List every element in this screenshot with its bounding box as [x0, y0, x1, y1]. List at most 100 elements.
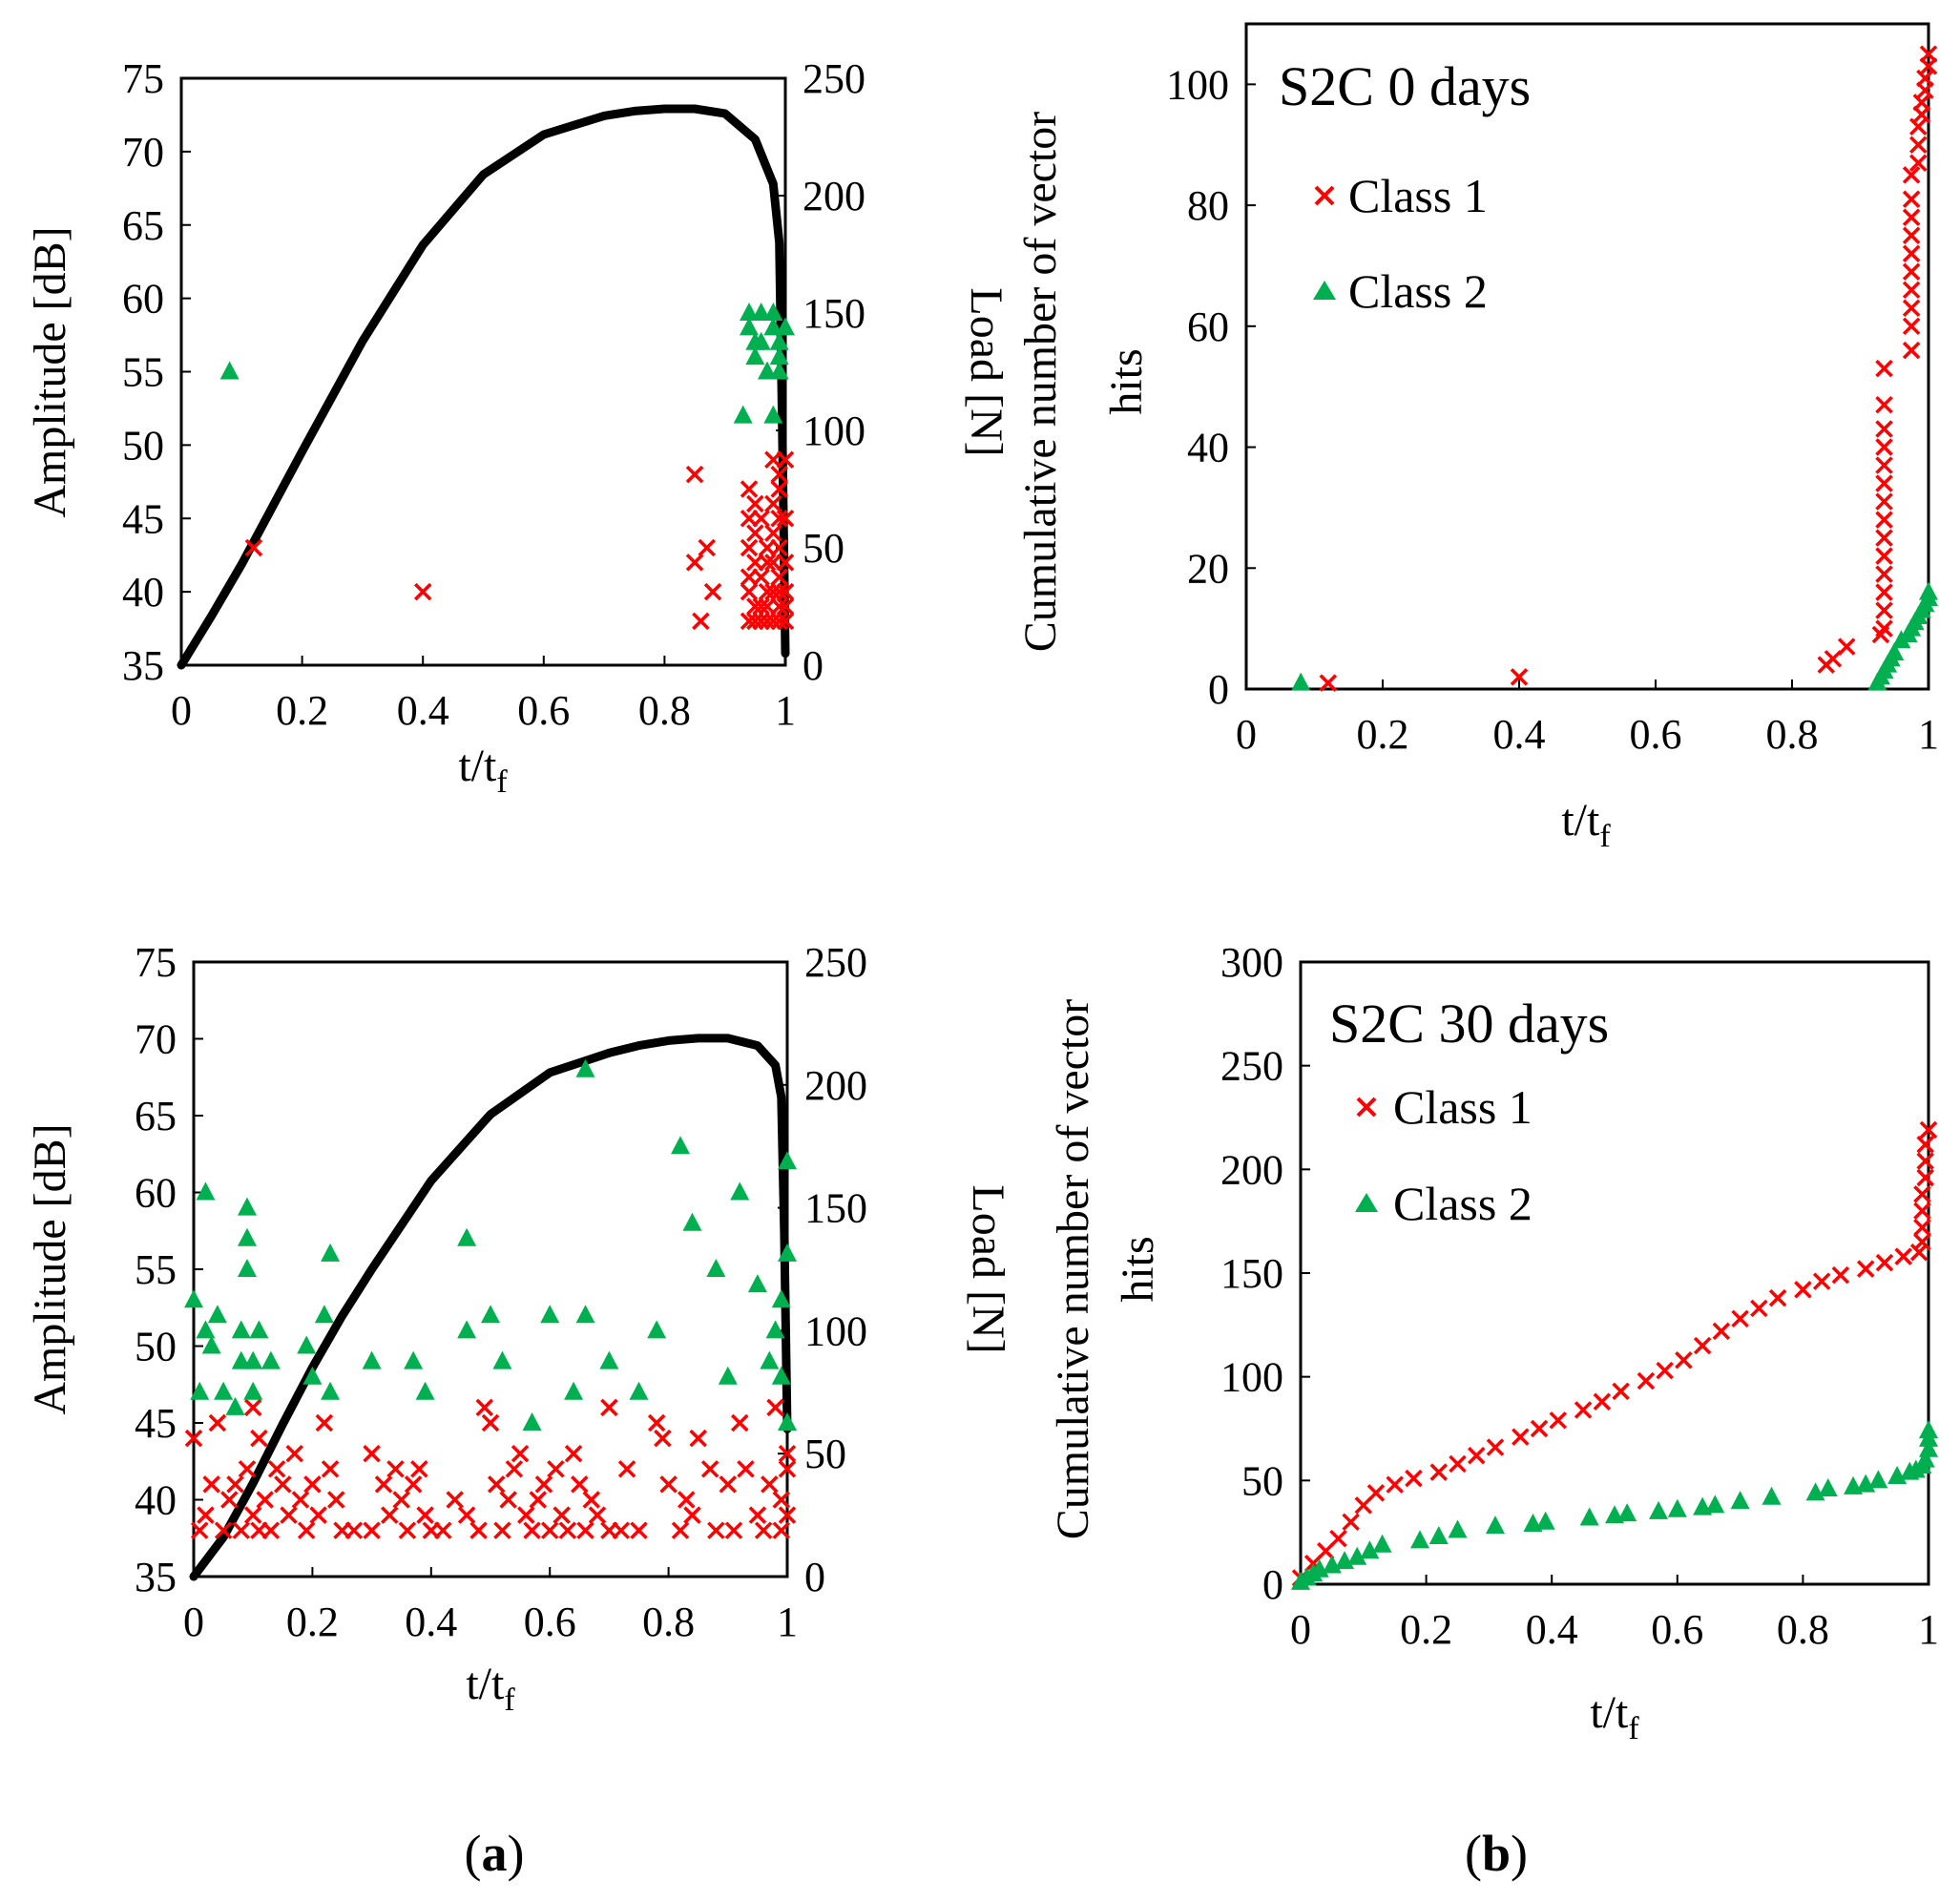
class-1-point	[1902, 341, 1921, 360]
class-1-point	[1468, 1447, 1486, 1465]
class-1-point	[1875, 601, 1893, 619]
class-1-point	[505, 1460, 524, 1478]
class-1-point	[770, 597, 788, 616]
y-tick-label: 50	[1241, 1457, 1283, 1504]
class-1-point	[558, 1521, 577, 1539]
class-1-point	[1902, 166, 1921, 184]
caption-a-close: )	[508, 1825, 525, 1882]
class-1-point	[208, 1413, 227, 1432]
data-marks	[1291, 1120, 1938, 1590]
y-tick-label: 50	[135, 1324, 177, 1370]
class-2-point	[1649, 1500, 1669, 1519]
legend: Class 1 Class 2	[1313, 169, 1488, 318]
class-1-point	[1675, 1351, 1693, 1369]
y-axis-label-line-1: Cumulative number of vector	[1048, 999, 1098, 1540]
x-tick-label: 0.6	[517, 687, 570, 734]
class-1-point	[250, 1429, 268, 1448]
class-1-point	[1875, 359, 1893, 378]
class-1-point	[481, 1413, 500, 1432]
caption-b: (b)	[1465, 1825, 1528, 1882]
class-2-point	[760, 1350, 780, 1369]
class-1-point	[297, 1521, 316, 1539]
class-1-point	[291, 1491, 310, 1509]
class-1-point	[327, 1491, 345, 1509]
class-2-point	[575, 1058, 595, 1077]
x-tick-label: 0	[1290, 1606, 1311, 1653]
class-1-point	[1894, 1247, 1912, 1265]
class-1-point	[1913, 1218, 1931, 1237]
x-tick-label: 0.4	[1493, 711, 1546, 758]
class-1-point	[764, 524, 782, 542]
class-1-point	[1875, 511, 1893, 529]
class-2-point	[261, 1350, 281, 1369]
y-axis-label: Amplitude [dB]	[25, 1123, 75, 1414]
legend-marker-class-2	[1313, 281, 1336, 300]
x-tick-label: 0.2	[276, 687, 328, 734]
class-2-point	[564, 1381, 584, 1400]
chart-a-bottom: 0 0.2 0.4 0.6 0.8 1 35 40 45 50 55 60 65 70 75 0 50 100 15…	[25, 939, 1013, 1718]
class-1-point	[1712, 1322, 1731, 1341]
y-tick-label: 60	[122, 276, 164, 323]
class-1-point	[770, 582, 788, 601]
class-1-point	[1875, 565, 1893, 583]
y-tick-label: 20	[1187, 545, 1229, 592]
class-1-point	[748, 1506, 767, 1524]
panel-title: S2C 30 days	[1329, 993, 1609, 1055]
x-axis-label-main: t/t	[458, 741, 497, 791]
class-2-point	[1372, 1534, 1392, 1553]
class-2-point	[751, 303, 771, 321]
class-1-point	[752, 510, 770, 528]
y-axis-label-line-2: hits	[1101, 348, 1152, 414]
class-1-point	[758, 554, 777, 572]
class-1-point	[571, 1475, 589, 1494]
panel-title: S2C 0 days	[1279, 55, 1531, 117]
class-1-point	[770, 538, 788, 557]
class-1-point	[1913, 1233, 1931, 1251]
class-2-point	[1919, 581, 1938, 600]
class-2-point	[1730, 1491, 1750, 1510]
class-2-point	[718, 1366, 738, 1385]
class-2-point	[1667, 1498, 1687, 1517]
class-1-point	[740, 582, 759, 601]
y-tick-label: 55	[122, 349, 164, 396]
class-1-point	[746, 494, 764, 513]
class-1-point	[487, 1475, 506, 1494]
x-tick-label: 0.6	[524, 1599, 576, 1645]
class-1-point	[576, 1521, 594, 1539]
class-1-point	[752, 597, 770, 616]
class-2-point	[219, 361, 240, 380]
class-1-point	[1916, 1152, 1934, 1170]
class-2-point	[706, 1259, 726, 1277]
class-1-point	[740, 538, 759, 557]
class-2-point	[1915, 1449, 1935, 1468]
class-2-point	[540, 1305, 560, 1324]
class-1-point	[184, 1429, 203, 1448]
class-1-point	[434, 1521, 452, 1539]
class-1-point	[1429, 1463, 1448, 1481]
x-tick-label: 1	[1918, 1606, 1939, 1653]
class-2-point	[237, 1259, 257, 1277]
x-axis-label: t/tf	[1561, 795, 1611, 854]
class-1-point	[740, 480, 759, 498]
y-tick-label: 100	[1220, 1354, 1283, 1401]
class-1-point	[267, 1460, 286, 1478]
class-1-point	[416, 1506, 434, 1524]
class-2-point	[201, 1335, 221, 1354]
class-1-point	[1831, 1265, 1850, 1285]
class-2-point	[1617, 1503, 1637, 1522]
class-2-point	[769, 346, 789, 366]
class-1-point	[1909, 136, 1928, 154]
class-1-point	[1875, 395, 1893, 414]
class-1-point	[1794, 1281, 1812, 1299]
class-1-point	[1612, 1382, 1630, 1401]
class-2-point	[237, 1227, 257, 1246]
class-2-point	[362, 1350, 382, 1369]
y-tick-label: 70	[135, 1016, 177, 1063]
class-1-point	[553, 1506, 571, 1524]
y-tick-label: 35	[135, 1554, 177, 1600]
y2-tick-label: 250	[803, 55, 865, 102]
y2-tick-label: 150	[803, 290, 865, 337]
class-1-point	[724, 1521, 743, 1539]
x-axis-label-sub: f	[1599, 819, 1611, 854]
class-1-point	[1902, 226, 1921, 245]
